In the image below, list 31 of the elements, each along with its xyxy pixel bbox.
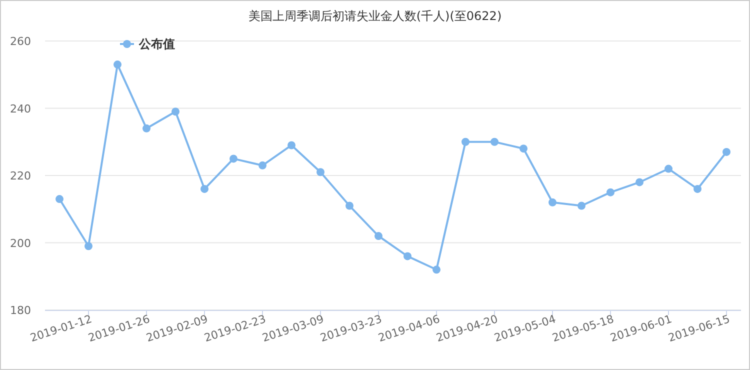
- point: [114, 60, 122, 69]
- point: [288, 141, 296, 150]
- y-tick-label: 240: [10, 102, 31, 116]
- point: [694, 184, 702, 193]
- point: [142, 124, 150, 132]
- point: [606, 188, 614, 196]
- point: [664, 164, 672, 173]
- point: [374, 232, 382, 240]
- point: [230, 154, 238, 163]
- point: [316, 168, 324, 176]
- point: [636, 178, 644, 186]
- point: [404, 252, 412, 260]
- point: [578, 202, 586, 210]
- y-tick-label: 220: [10, 170, 31, 182]
- point: [548, 198, 556, 206]
- point: [84, 242, 92, 250]
- point: [722, 148, 730, 156]
- y-tick-label: 180: [10, 304, 31, 317]
- y-tick-label: 200: [10, 236, 31, 250]
- point: [490, 138, 498, 146]
- point: [258, 161, 266, 170]
- y-tick-label: 260: [10, 35, 31, 48]
- point: [432, 266, 440, 274]
- point: [346, 202, 354, 210]
- legend-label: 公布值: [138, 37, 175, 51]
- point: [56, 195, 64, 204]
- point: [200, 184, 208, 193]
- chart-title: 美国上周季调后初请失业金人数(千人)(至0622): [248, 9, 502, 23]
- point: [462, 138, 470, 146]
- point: [172, 108, 180, 116]
- point: [520, 144, 528, 153]
